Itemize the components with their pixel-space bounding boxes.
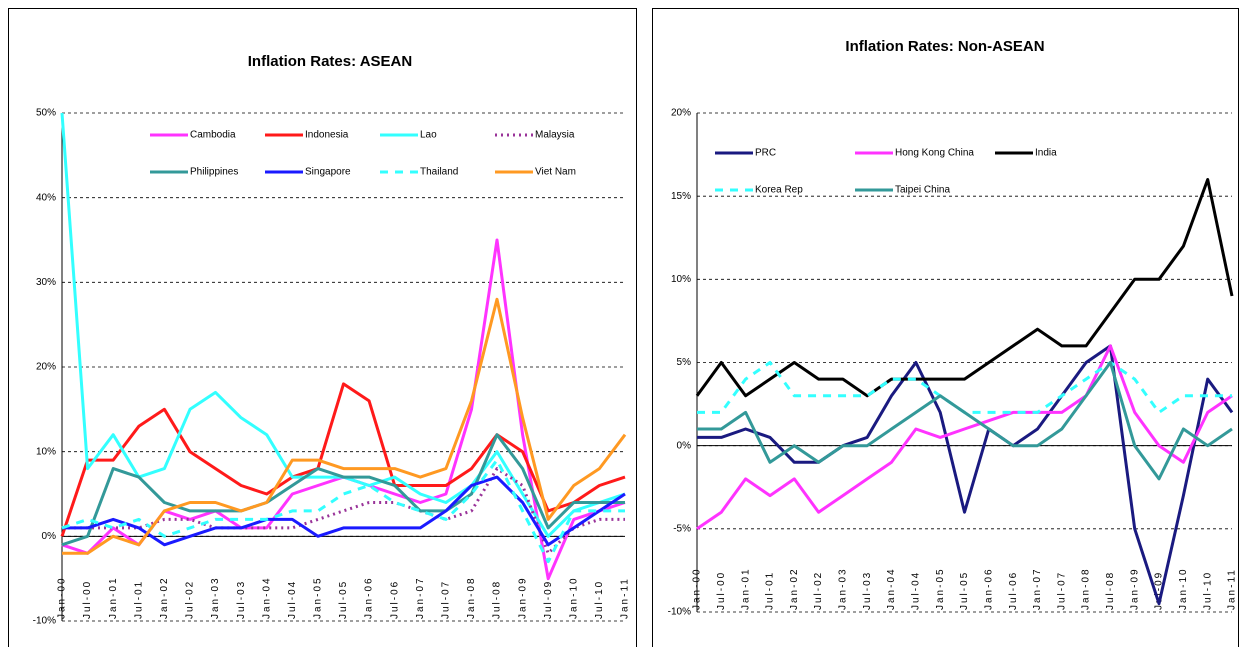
y-tick-label: 10% xyxy=(671,274,691,285)
x-tick-label: Jan-05 xyxy=(313,576,324,619)
y-tick-label: 15% xyxy=(671,191,691,202)
series-line xyxy=(697,361,1233,481)
x-tick-label: Jan-07 xyxy=(1032,567,1043,610)
y-tick-label: 0% xyxy=(677,440,692,451)
legend-label: Cambodia xyxy=(190,130,236,141)
x-tick-label: Jan-00 xyxy=(57,576,68,619)
series-line xyxy=(62,475,626,547)
x-tick-label: Jul-09 xyxy=(543,580,554,619)
x-tick-label: Jul-06 xyxy=(389,580,400,619)
y-tick-label: -10% xyxy=(668,607,691,618)
y-tick-label: 50% xyxy=(36,108,56,119)
x-tick-label: Jan-08 xyxy=(1081,567,1092,610)
x-tick-label: Jul-01 xyxy=(133,580,144,619)
legend-label: Indonesia xyxy=(305,130,349,141)
x-tick-label: Jul-02 xyxy=(813,571,824,610)
y-tick-label: 20% xyxy=(671,108,691,119)
chart-title: Inflation Rates: ASEAN xyxy=(248,53,412,70)
y-tick-label: 40% xyxy=(36,192,56,203)
x-tick-label: Jan-07 xyxy=(415,576,426,619)
x-tick-label: Jul-00 xyxy=(82,580,93,619)
x-tick-label: Jul-04 xyxy=(911,571,922,610)
x-tick-label: Jul-08 xyxy=(1105,571,1116,610)
x-tick-label: Jan-08 xyxy=(466,576,477,619)
x-tick-label: Jul-05 xyxy=(959,571,970,610)
x-tick-label: Jan-09 xyxy=(517,576,528,619)
legend-label: Singapore xyxy=(305,167,351,178)
y-tick-label: 30% xyxy=(36,277,56,288)
x-tick-label: Jan-06 xyxy=(983,567,994,610)
x-tick-label: Jul-06 xyxy=(1008,571,1019,610)
legend-label: India xyxy=(1035,148,1057,159)
x-tick-label: Jul-08 xyxy=(492,580,503,619)
x-tick-label: Jan-01 xyxy=(740,567,751,610)
x-tick-label: Jul-05 xyxy=(338,580,349,619)
x-tick-label: Jan-05 xyxy=(935,567,946,610)
x-tick-label: Jan-01 xyxy=(108,576,119,619)
x-tick-label: Jan-11 xyxy=(1227,568,1238,610)
x-tick-label: Jul-01 xyxy=(765,571,776,610)
x-tick-label: Jan-03 xyxy=(210,576,221,619)
series-line xyxy=(696,344,1233,531)
series-line xyxy=(697,344,1234,606)
x-tick-label: Jan-10 xyxy=(1178,567,1189,610)
x-tick-label: Jan-11 xyxy=(620,577,631,619)
x-tick-label: Jan-04 xyxy=(261,576,272,619)
x-tick-label: Jul-03 xyxy=(862,571,873,610)
legend-label: Hong Kong China xyxy=(895,148,974,159)
x-tick-label: Jan-00 xyxy=(692,567,703,610)
series-line xyxy=(60,382,626,537)
x-tick-label: Jul-09 xyxy=(1154,571,1165,610)
x-tick-label: Jul-10 xyxy=(1202,571,1213,610)
y-tick-label: -10% xyxy=(33,616,56,627)
x-tick-label: Jan-09 xyxy=(1129,567,1140,610)
y-tick-label: 0% xyxy=(42,531,57,542)
x-tick-label: Jul-04 xyxy=(287,580,298,619)
x-tick-label: Jul-03 xyxy=(236,580,247,619)
chart-title: Inflation Rates: Non-ASEAN xyxy=(845,38,1044,55)
x-tick-label: Jan-02 xyxy=(159,576,170,619)
series-line xyxy=(62,297,627,555)
series-line xyxy=(697,361,1232,414)
x-tick-label: Jul-07 xyxy=(441,580,452,619)
legend-label: Philippines xyxy=(190,167,238,178)
legend-label: Thailand xyxy=(420,167,458,178)
legend-label: PRC xyxy=(755,148,776,159)
x-tick-label: Jul-00 xyxy=(716,571,727,610)
y-tick-label: 5% xyxy=(677,357,692,368)
legend-label: Korea Rep xyxy=(755,185,803,196)
legend-label: Lao xyxy=(420,130,437,141)
panel-border xyxy=(8,8,637,647)
x-tick-label: Jan-10 xyxy=(568,576,579,619)
x-tick-label: Jul-10 xyxy=(594,580,605,619)
x-tick-label: Jan-06 xyxy=(364,576,375,619)
series-line xyxy=(61,433,625,547)
x-tick-label: Jan-04 xyxy=(886,567,897,610)
legend-label: Taipei China xyxy=(895,185,950,196)
y-tick-label: -5% xyxy=(673,523,691,534)
y-tick-label: 10% xyxy=(36,446,56,457)
x-tick-label: Jul-07 xyxy=(1056,571,1067,610)
panel-border xyxy=(652,8,1239,647)
x-tick-label: Jul-02 xyxy=(185,580,196,619)
legend-label: Malaysia xyxy=(535,130,575,141)
y-tick-label: 20% xyxy=(36,362,56,373)
legend-label: Viet Nam xyxy=(535,167,576,178)
series-line xyxy=(695,178,1234,398)
x-tick-label: Jan-02 xyxy=(789,567,800,610)
x-tick-label: Jan-03 xyxy=(838,567,849,610)
